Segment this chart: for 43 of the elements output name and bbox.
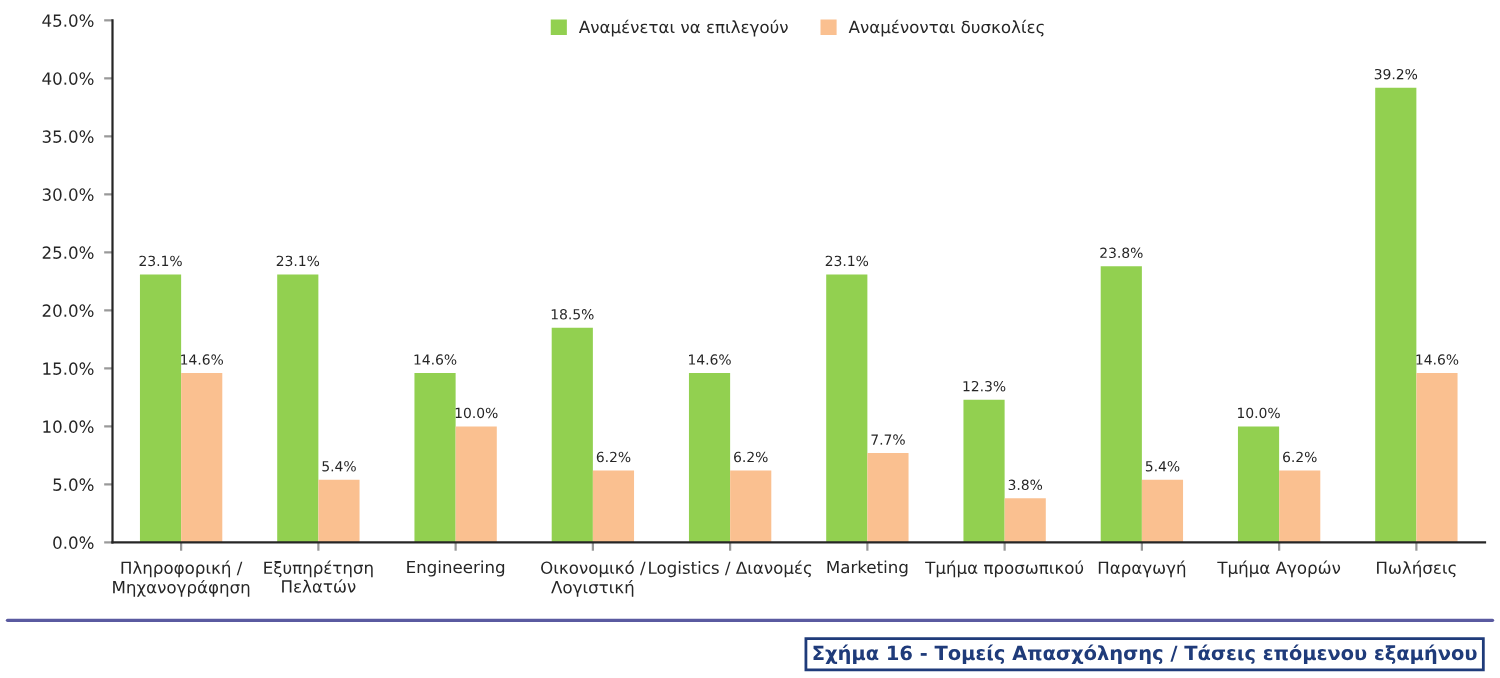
x-tick-label: Πωλήσεις — [1377, 560, 1456, 578]
x-tick-label: Marketing — [827, 560, 908, 577]
bar — [1141, 479, 1184, 543]
bar — [277, 274, 319, 543]
bar — [867, 453, 909, 543]
bar — [963, 399, 1005, 543]
bar — [551, 327, 593, 543]
x-tick-label: Τμήμα Αγορών — [1217, 560, 1341, 578]
y-tick-label: 5.0% — [53, 478, 94, 491]
x-tick-label: Engineering — [407, 560, 505, 577]
x-tick-label: Logistics / Διανομές — [649, 560, 812, 578]
y-tick-label: 25.0% — [42, 246, 94, 259]
bar — [455, 426, 497, 543]
bar — [181, 373, 223, 543]
bar — [1004, 498, 1046, 543]
bar — [1279, 470, 1321, 543]
y-tick-label: 35.0% — [42, 130, 94, 143]
bar — [318, 479, 360, 543]
legend-label: Αναμένονται δυσκολίες — [848, 19, 1044, 37]
bar — [1375, 87, 1417, 543]
y-tick-label: 10.0% — [43, 420, 94, 433]
y-tick-label: 40.0% — [42, 72, 94, 85]
bar — [1100, 266, 1142, 543]
x-tick-label: Παραγωγή — [1098, 560, 1186, 578]
bar — [826, 274, 868, 543]
legend-label: Αναμένεται να επιλεγούν — [578, 19, 788, 37]
x-tick-label: Τμήμα προσωπικού — [925, 560, 1084, 578]
y-tick-label: 0.0% — [53, 536, 94, 549]
bar — [139, 274, 182, 543]
x-tick-label: Οικονομικό / Λογιστική — [541, 560, 646, 597]
y-tick-label: 30.0% — [42, 188, 94, 201]
bar — [592, 470, 635, 543]
text: Σχήμα 16 - Τομείς Απασχόλησης / Τάσεις επόμενου εξαμήνου — [813, 644, 1477, 665]
bar — [1416, 373, 1458, 543]
y-tick-label: 45.0% — [42, 14, 94, 27]
x-tick-label: Εξυπηρέτηση Πελατών — [264, 560, 373, 593]
bar — [414, 373, 456, 543]
bar — [688, 373, 731, 543]
y-tick-label: 20.0% — [42, 304, 94, 317]
bar — [1237, 426, 1280, 543]
x-tick-label: Πληροφορική / Μηχανογράφηση — [113, 560, 250, 597]
y-tick-label: 15.0% — [43, 362, 94, 375]
bar — [730, 470, 772, 543]
